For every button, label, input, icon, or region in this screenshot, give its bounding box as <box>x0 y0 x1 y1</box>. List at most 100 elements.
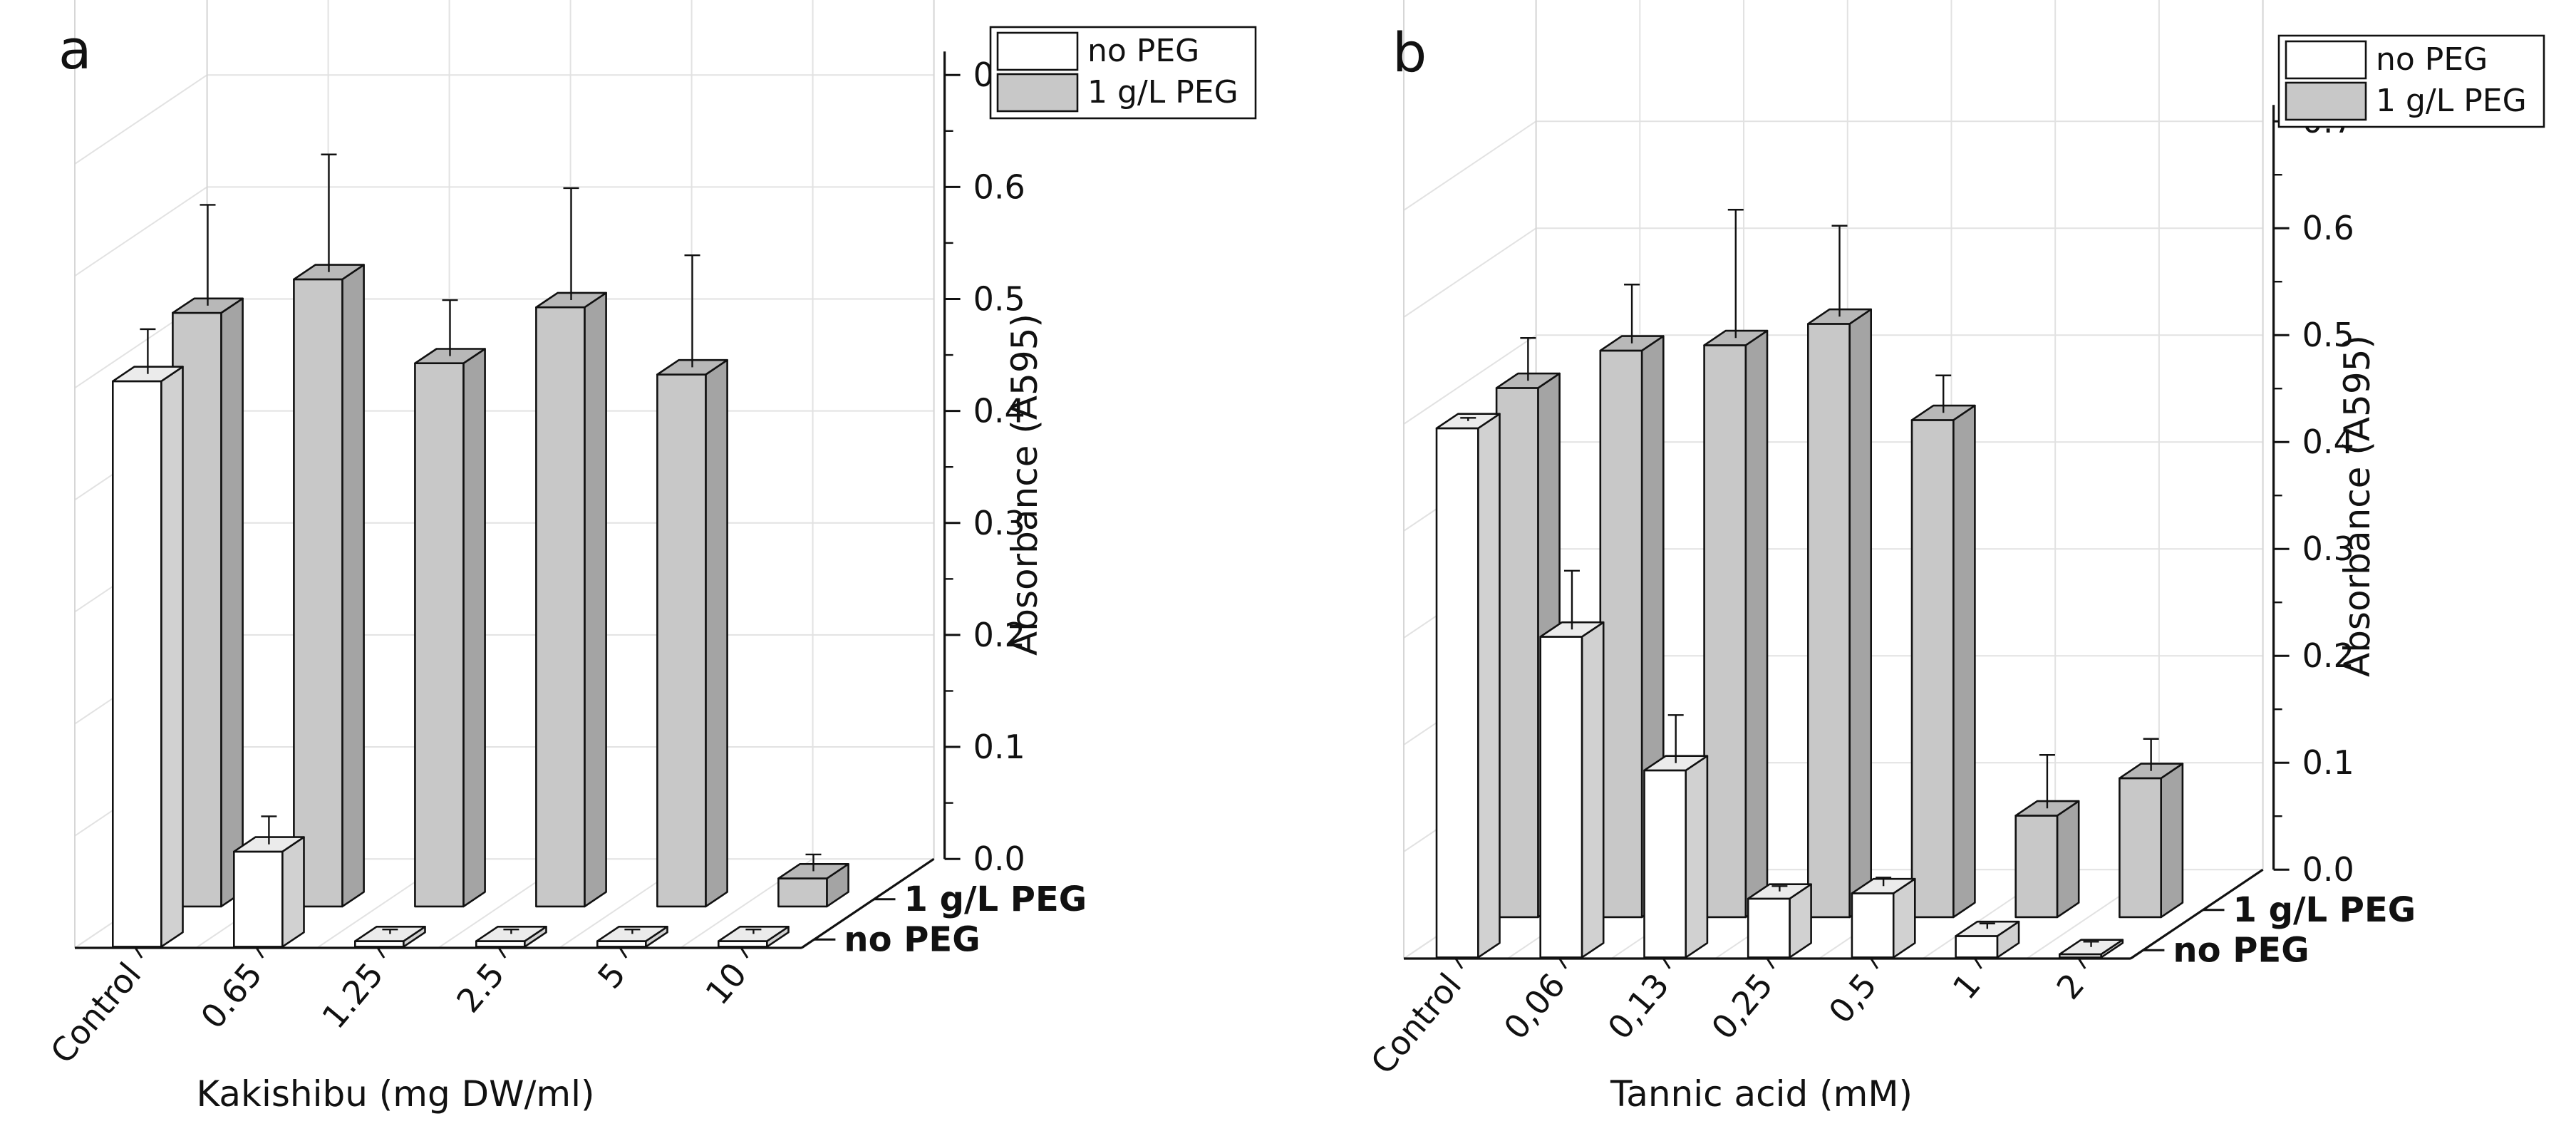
panel-a: Control 0.65 1.25 2.5 5 10 Kakishibu (mg DW/ml… <box>43 0 1257 1115</box>
y-axis-title: Absorbance (A595) <box>2337 335 2378 677</box>
bar-side <box>584 291 607 908</box>
bar-front <box>535 306 586 908</box>
bar-front <box>293 278 343 908</box>
y-axis: 0.00.10.20.30.40.50.60.7Absorbance (A595… <box>2272 102 2378 889</box>
x-tick <box>740 947 749 959</box>
x-tick <box>1454 958 1464 969</box>
bar-side <box>1848 308 1872 919</box>
bar-side <box>1685 755 1709 959</box>
bar-front <box>1539 636 1583 959</box>
bar-front <box>1747 897 1791 959</box>
bar-no-peg-1 <box>232 815 305 948</box>
bar-no-peg-4 <box>1851 877 1916 959</box>
y-tick-label: 0.2 <box>973 616 1025 654</box>
bar-top <box>717 926 790 942</box>
x-tick <box>376 947 386 959</box>
bar-top <box>353 926 426 942</box>
x-tick <box>1558 958 1567 969</box>
x-tick <box>255 947 264 959</box>
bar-front <box>1643 769 1687 959</box>
bar-top <box>172 297 244 314</box>
x-tick-label: 0,25 <box>1704 966 1780 1046</box>
y-tick-label: 0.5 <box>973 279 1025 318</box>
y-tick-label: 0.2 <box>2302 636 2354 675</box>
bar-no-peg-3 <box>1747 883 1812 959</box>
bar-peg-2 <box>1703 209 1769 919</box>
y-tick-label: 0.4 <box>973 392 1025 430</box>
bar-side <box>2160 763 2184 919</box>
legend-swatch <box>996 73 1079 113</box>
side-wall-gridline <box>74 74 208 165</box>
bar-peg-6 <box>2119 738 2184 919</box>
panel-letter: b <box>1392 21 1427 84</box>
bar-peg-4 <box>656 254 728 908</box>
bar-peg-0 <box>172 204 244 908</box>
bar-top <box>596 926 668 942</box>
bar-front <box>1910 419 1955 919</box>
panel-letter: a <box>58 18 92 81</box>
bar-side <box>2056 800 2080 919</box>
bar-top <box>475 926 547 942</box>
bar-peg-5 <box>777 853 849 908</box>
bar-front <box>232 850 284 948</box>
bar-no-peg-0 <box>112 328 184 948</box>
depth-label: no PEG <box>2173 930 2309 970</box>
bar-side <box>1952 404 1976 919</box>
bar-front <box>1955 935 1999 959</box>
bar-peg-4 <box>1910 374 1976 919</box>
legend-entry: 1 g/L PEG <box>1087 74 1238 110</box>
y-tick-label: 0.3 <box>2302 530 2354 568</box>
bar-front <box>112 380 162 948</box>
x-tick-label: 1 <box>1945 966 1988 1006</box>
legend-swatch <box>2285 40 2367 80</box>
bar-side <box>160 366 184 948</box>
depth-axis-line <box>801 857 935 949</box>
x-tick <box>497 947 507 959</box>
bar-front <box>1435 427 1479 959</box>
bar-side <box>1477 413 1501 959</box>
panel-b: Control 0,06 0,13 0,25 0,5 1 2 Tannic acid (mM)… <box>1363 0 2545 1115</box>
bar-peg-3 <box>535 187 607 908</box>
x-tick <box>1974 958 1982 969</box>
bar-no-peg-3 <box>475 926 547 948</box>
legend-swatch <box>2285 81 2367 121</box>
bar-side <box>341 264 365 908</box>
bar-no-peg-6 <box>2059 939 2124 959</box>
bar-top <box>112 366 184 383</box>
x-tick-label: Control <box>1363 966 1469 1081</box>
bar-front <box>777 877 828 908</box>
legend-entry: no PEG <box>1087 33 1199 69</box>
y-tick-label: 0.0 <box>2302 850 2354 889</box>
y-axis-title: Absorbance (A595) <box>1004 314 1045 656</box>
bar-no-peg-5 <box>717 926 790 948</box>
x-tick-label: 5 <box>590 955 633 996</box>
bar-side <box>1744 329 1769 919</box>
side-wall-gridline <box>1403 120 1537 211</box>
bar-front <box>1495 387 1539 919</box>
x-tick-label: 1.25 <box>314 955 390 1036</box>
bar-front <box>656 373 707 908</box>
legend: no PEG 1 g/L PEG <box>989 26 1257 120</box>
legend-swatch <box>996 31 1079 71</box>
bar-side <box>1581 621 1605 959</box>
bar-top <box>1539 621 1605 638</box>
y-axis: 0.00.10.20.30.40.50.60.7Absorbance (A595… <box>943 51 1045 878</box>
x-axis: Control 0,06 0,13 0,25 0,5 1 2 Tannic acid (mM) <box>1363 957 2131 1115</box>
bar-no-peg-5 <box>1955 920 2020 959</box>
x-axis-title: Kakishibu (mg DW/ml) <box>196 1073 594 1115</box>
bar-front <box>1851 892 1895 959</box>
bar-no-peg-1 <box>1539 569 1605 959</box>
x-axis: Control 0.65 1.25 2.5 5 10 Kakishibu (mg DW/ml… <box>43 946 802 1115</box>
side-wall-gridline <box>74 186 208 277</box>
x-tick <box>1662 958 1671 969</box>
bar-side <box>220 297 244 908</box>
y-tick-label: 0.6 <box>2302 209 2354 247</box>
bar-no-peg-2 <box>353 926 426 948</box>
x-tick-label: 0,13 <box>1600 966 1677 1046</box>
y-tick-label: 0.5 <box>2302 316 2354 354</box>
x-tick-label: 2 <box>2049 966 2091 1006</box>
bar-peg-1 <box>293 153 365 908</box>
bar-no-peg-4 <box>596 926 668 948</box>
y-tick-label: 0.3 <box>973 504 1025 542</box>
